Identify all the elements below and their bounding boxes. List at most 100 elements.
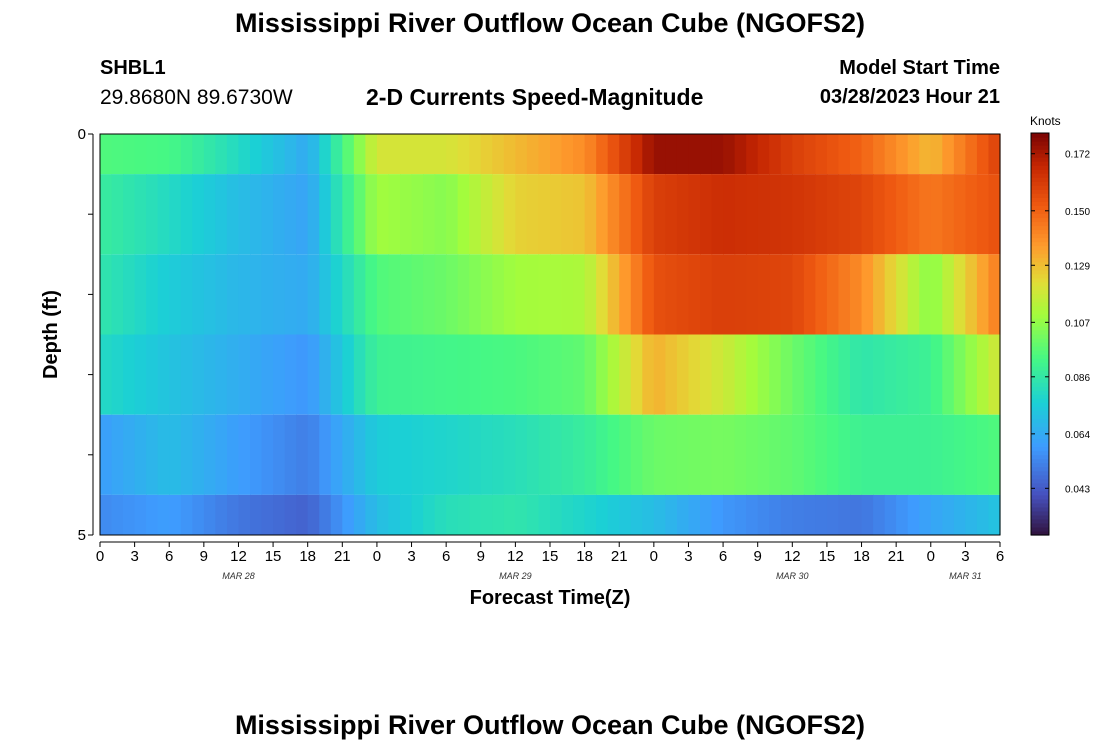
heatmap-cell (192, 254, 205, 335)
heatmap-cell (769, 494, 782, 535)
heatmap-cell (873, 174, 886, 255)
heatmap-cell (284, 174, 297, 255)
colorbar-segment (1031, 165, 1049, 170)
heatmap-cell (123, 334, 136, 415)
heatmap-cell (826, 334, 840, 415)
colorbar-segment (1031, 181, 1049, 186)
heatmap-cell (665, 254, 678, 335)
heatmap-cell (469, 334, 482, 415)
heatmap-cell (250, 414, 263, 495)
heatmap-cell (400, 134, 413, 175)
colorbar-segment (1031, 346, 1049, 351)
heatmap-cell (342, 334, 355, 415)
x-tick-label: 12 (230, 548, 247, 565)
heatmap-cell (792, 494, 805, 535)
colorbar-segment (1031, 293, 1049, 299)
heatmap-cell (134, 414, 147, 495)
heatmap-cell (503, 254, 516, 335)
heatmap-cell (203, 414, 216, 495)
heatmap-cell (307, 134, 320, 175)
heatmap-cell (238, 254, 251, 335)
model-start-value: 03/28/2023 Hour 21 (819, 86, 1000, 108)
heatmap-cell (757, 134, 770, 175)
heatmap-cell (803, 254, 816, 335)
heatmap-cell (596, 254, 609, 335)
heatmap-cell (538, 174, 551, 255)
date-label: MAR 28 (222, 571, 255, 581)
colorbar-segment (1031, 153, 1049, 158)
colorbar-segment (1031, 301, 1049, 307)
heatmap-cell (700, 334, 713, 415)
heatmap-cell (734, 134, 747, 175)
heatmap-cell (503, 134, 516, 175)
heatmap-cell (123, 494, 136, 535)
heatmap-cell (723, 494, 736, 535)
heatmap-cell (861, 414, 874, 495)
heatmap-cell (388, 494, 401, 535)
colorbar-segment (1031, 402, 1049, 407)
colorbar-segment (1031, 362, 1049, 367)
heatmap-cell (873, 254, 886, 335)
heatmap-cell (434, 334, 447, 415)
heatmap-cell (400, 254, 413, 335)
date-label: MAR 31 (949, 571, 982, 581)
heatmap-cell (215, 254, 228, 335)
colorbar-segment (1031, 526, 1049, 532)
heatmap-cell (619, 414, 632, 495)
heatmap-cell (976, 134, 990, 175)
x-tick-label: 21 (611, 548, 628, 565)
heatmap-cell (896, 334, 909, 415)
heatmap-cell (203, 334, 216, 415)
heatmap-cell (469, 254, 482, 335)
colorbar-segment (1031, 149, 1049, 154)
heatmap-cell (365, 414, 378, 495)
heatmap-cell (388, 254, 401, 335)
colorbar-segment (1031, 482, 1049, 488)
heatmap-cell (480, 174, 493, 255)
heatmap-cell (100, 134, 113, 175)
heatmap-cell (930, 174, 943, 255)
heatmap-cell (550, 494, 563, 535)
heatmap-cell (561, 174, 574, 255)
heatmap-cell (307, 494, 320, 535)
heatmap-cell (734, 334, 747, 415)
heatmap-cell (919, 334, 932, 415)
colorbar-segment (1031, 470, 1049, 476)
heatmap-cell (203, 494, 216, 535)
heatmap-cell (607, 134, 620, 175)
heatmap-cell (896, 254, 909, 335)
heatmap-cell (388, 334, 401, 415)
heatmap-cell (123, 254, 136, 335)
heatmap-cell (584, 174, 597, 255)
y-axis-label: Depth (ft) (40, 290, 62, 379)
heatmap-cell (261, 334, 274, 415)
heatmap-cell (630, 494, 643, 535)
colorbar-segment (1031, 434, 1049, 440)
heatmap-cell (169, 414, 182, 495)
colorbar-segment (1031, 342, 1049, 347)
heatmap-cell (630, 254, 643, 335)
heatmap-cell (192, 174, 205, 255)
heatmap-cell (803, 414, 816, 495)
x-tick-label: 18 (853, 548, 870, 565)
heatmap-cell (423, 414, 436, 495)
heatmap-cell (953, 254, 966, 335)
heatmap-cell (815, 134, 828, 175)
heatmap-cell (434, 494, 447, 535)
heatmap-cells (100, 134, 1001, 535)
heatmap-cell (619, 254, 632, 335)
heatmap-cell (803, 494, 816, 535)
heatmap-cell (100, 254, 113, 335)
heatmap-cell (665, 174, 678, 255)
colorbar-segment (1031, 430, 1049, 436)
heatmap-cell (203, 174, 216, 255)
heatmap-cell (169, 254, 182, 335)
heatmap-cell (769, 334, 782, 415)
colorbar-segment (1031, 530, 1049, 536)
x-tick-label: 3 (407, 548, 415, 565)
heatmap-cell (976, 414, 990, 495)
heatmap-cell (353, 334, 366, 415)
heatmap-cell (642, 174, 655, 255)
heatmap-cell (826, 254, 840, 335)
heatmap-cell (630, 414, 643, 495)
